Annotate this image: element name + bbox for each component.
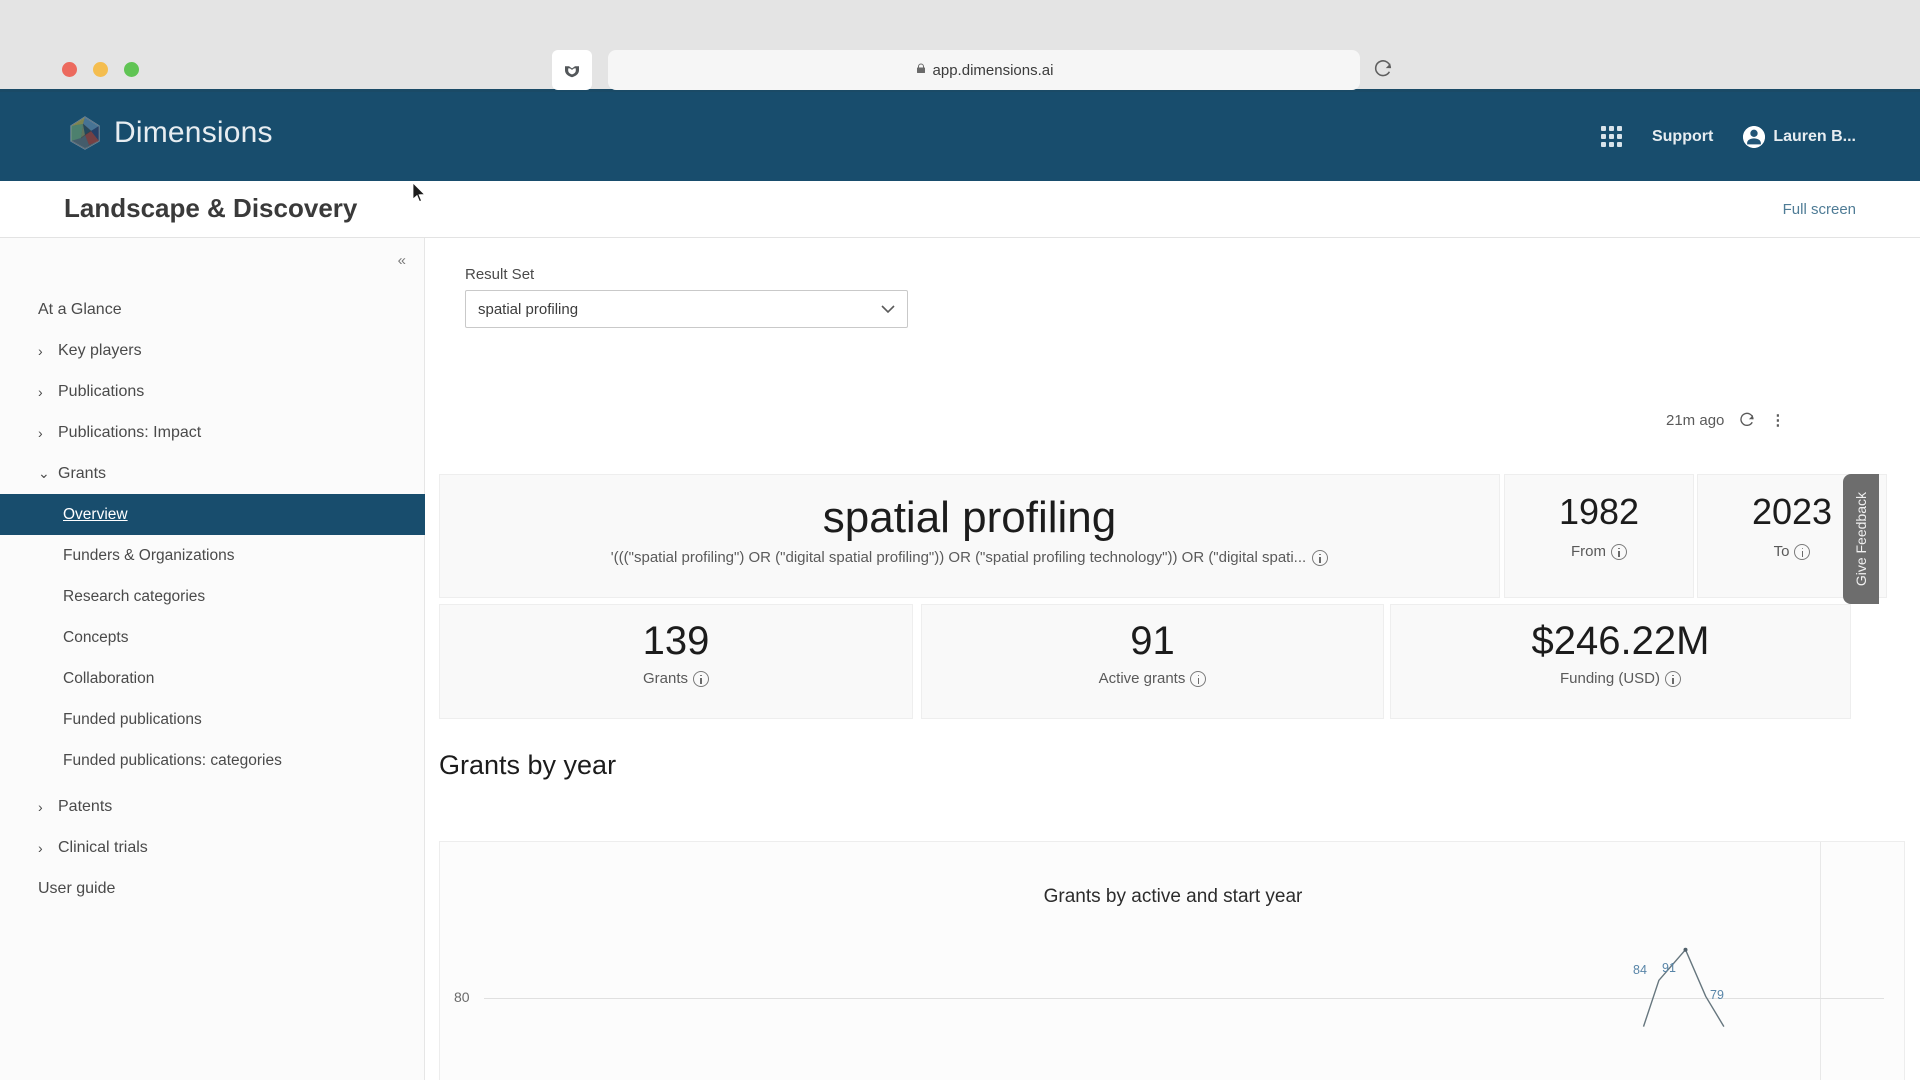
svg-text:91: 91 (1662, 961, 1676, 975)
svg-text:79: 79 (1710, 988, 1724, 1002)
svg-text:84: 84 (1633, 963, 1647, 977)
